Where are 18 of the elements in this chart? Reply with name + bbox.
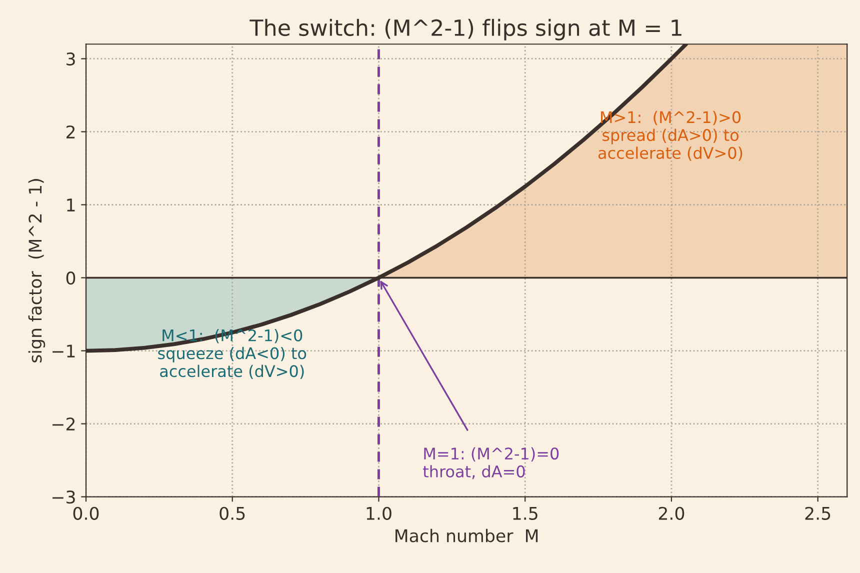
annotation: M=1: (M^2-1)=0 throat, dA=0 [423,447,559,480]
x-tick-label: 0.5 [220,506,245,520]
y-tick-label: −3 [52,490,75,504]
y-tick-label: −2 [52,417,75,430]
chart-title: The switch: (M^2-1) flips sign at M = 1 [250,18,682,40]
annotation: M<1: (M^2-1)<0 squeeze (dA<0) to accelerate (dV>0) [158,329,306,380]
y-tick-label: 1 [67,198,75,212]
y-axis-title: sign factor (M^2 - 1) [28,179,46,362]
y-tick-label: 3 [66,52,75,66]
x-tick-label: 1.0 [366,506,392,520]
x-tick-label: 0.0 [73,506,99,520]
y-tick-label: 0 [66,271,76,285]
y-tick-label: −1 [52,344,75,358]
x-axis-title: Mach number M [396,528,538,542]
x-tick-label: 1.5 [513,507,538,520]
x-tick-label: 2.0 [658,506,684,520]
y-tick-label: 2 [66,125,75,138]
x-tick-label: 2.5 [805,506,830,520]
